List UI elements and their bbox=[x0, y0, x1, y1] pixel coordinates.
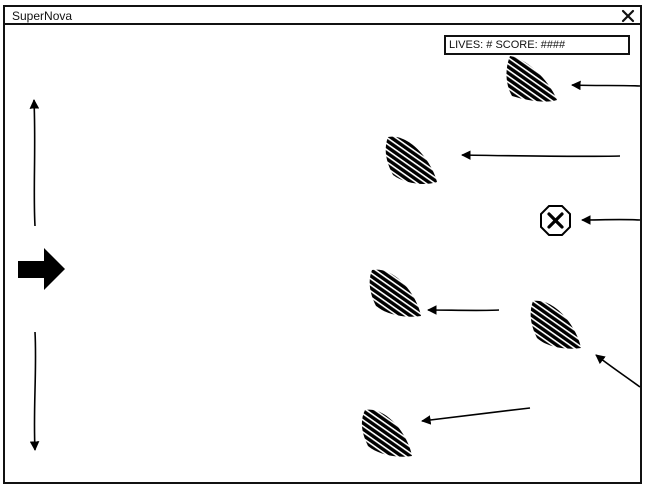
asteroid-trajectory bbox=[461, 150, 621, 160]
asteroid-icon bbox=[369, 269, 421, 317]
close-icon[interactable] bbox=[620, 8, 636, 24]
arrow-ship-icon bbox=[18, 248, 65, 290]
asteroid-icon bbox=[506, 56, 557, 102]
asteroid-trajectory bbox=[571, 80, 641, 91]
arrow-up-icon bbox=[29, 99, 40, 227]
asteroid-trajectory bbox=[421, 407, 531, 425]
asteroid-icon bbox=[530, 300, 581, 349]
asteroid-icon bbox=[361, 409, 412, 457]
window-title: SuperNova bbox=[12, 9, 73, 23]
score-display: LIVES: # SCORE: #### bbox=[444, 35, 630, 55]
octagon-x-icon bbox=[540, 205, 571, 236]
arrow-down-icon bbox=[29, 331, 40, 451]
title-bar: SuperNova bbox=[5, 7, 640, 25]
asteroid-trajectory bbox=[595, 354, 641, 388]
asteroid-icon bbox=[385, 136, 437, 184]
